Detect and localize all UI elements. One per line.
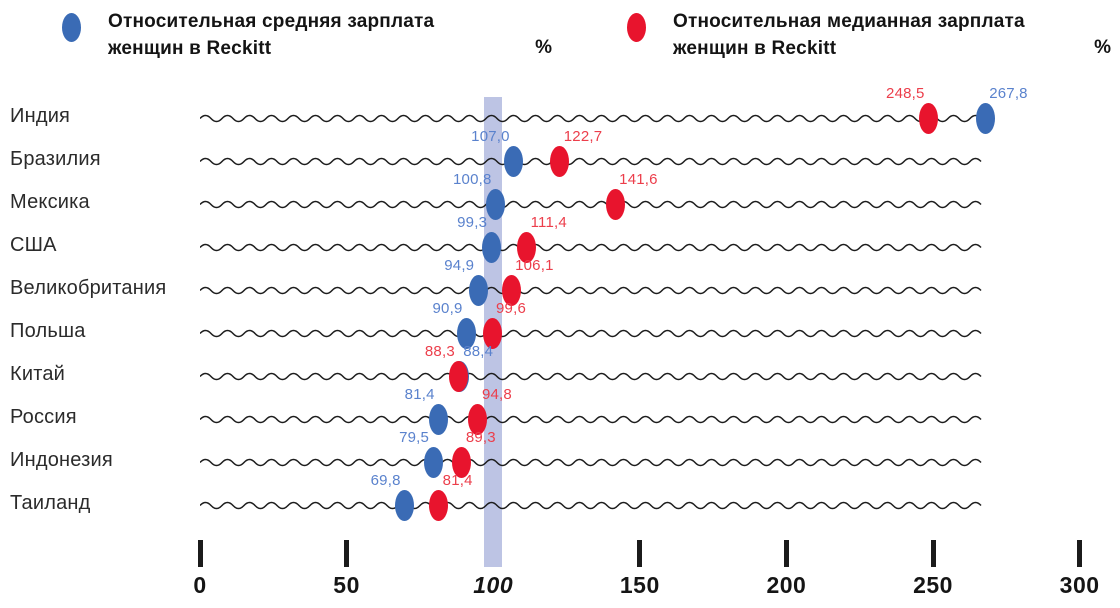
median-value-label: 111,4 bbox=[530, 214, 567, 231]
axis-tick-label-200: 200 bbox=[766, 572, 807, 598]
axis-tick-label-50: 50 bbox=[333, 572, 360, 598]
legend-label-average: Относительная средняя зарплата женщин в … bbox=[108, 8, 434, 62]
country-label: Польша bbox=[10, 320, 86, 342]
legend-label-average-line2: женщин в Reckitt bbox=[108, 38, 272, 59]
axis-tick-300 bbox=[1077, 540, 1083, 567]
country-label: Таиланд bbox=[10, 492, 91, 514]
median-marker-Индия bbox=[919, 102, 939, 134]
country-label: Мексика bbox=[10, 191, 90, 213]
average-marker-Индонезия bbox=[423, 446, 443, 478]
average-value-label: 99,3 bbox=[457, 214, 488, 231]
row-wavy-line bbox=[200, 157, 982, 165]
legend-item-average: Относительная средняя зарплата женщин в … bbox=[62, 8, 552, 66]
axis-tick-50 bbox=[344, 540, 350, 567]
average-series-marker-icon bbox=[62, 13, 81, 42]
country-label: Индия bbox=[10, 105, 71, 127]
axis-tick-label-300: 300 bbox=[1059, 572, 1100, 598]
country-label: Великобритания bbox=[10, 277, 167, 299]
average-marker-Индия bbox=[975, 102, 995, 134]
country-label: Россия bbox=[10, 406, 77, 428]
average-value-label: 107,0 bbox=[471, 128, 510, 145]
average-value-label: 100,8 bbox=[452, 171, 492, 188]
row-wavy-line bbox=[200, 458, 982, 466]
median-value-label: 94,8 bbox=[481, 386, 512, 403]
median-marker-Мексика bbox=[605, 188, 625, 220]
legend-unit-median: % bbox=[1094, 37, 1111, 58]
axis-tick-label-100: 100 bbox=[473, 572, 514, 598]
axis-tick-label-250: 250 bbox=[913, 572, 953, 598]
median-marker-США bbox=[517, 231, 537, 263]
average-value-label: 267,8 bbox=[989, 85, 1028, 102]
average-marker-Россия bbox=[429, 403, 449, 435]
row-wavy-line bbox=[200, 286, 982, 294]
average-marker-Великобритания bbox=[468, 274, 488, 306]
average-marker-Мексика bbox=[486, 188, 506, 220]
median-value-label: 122,7 bbox=[563, 128, 603, 145]
average-marker-Польша bbox=[457, 317, 477, 349]
row-wavy-line bbox=[200, 114, 982, 122]
average-value-label: 94,9 bbox=[444, 257, 475, 274]
median-value-label: 248,5 bbox=[886, 85, 925, 102]
median-value-label: 141,6 bbox=[619, 171, 658, 188]
median-marker-Великобритания bbox=[501, 274, 521, 306]
median-marker-Бразилия bbox=[550, 145, 570, 177]
average-marker-Таиланд bbox=[395, 489, 415, 521]
median-marker-Таиланд bbox=[429, 489, 449, 521]
axis-tick-250 bbox=[930, 540, 936, 567]
axis-tick-150 bbox=[637, 540, 643, 567]
average-value-label: 69,8 bbox=[370, 472, 401, 489]
median-value-label: 81,4 bbox=[442, 472, 473, 489]
average-value-label: 90,9 bbox=[432, 300, 463, 317]
legend-label-median-line2: женщин в Reckitt bbox=[673, 38, 837, 59]
row-wavy-line bbox=[200, 372, 982, 380]
median-series-marker-icon bbox=[627, 13, 646, 42]
row-wavy-line bbox=[200, 501, 982, 509]
row-wavy-line bbox=[200, 200, 982, 208]
median-marker-Индонезия bbox=[452, 446, 472, 478]
axis-tick-label-150: 150 bbox=[619, 572, 660, 598]
legend-label-median-line1: Относительная медианная зарплата bbox=[673, 11, 1025, 32]
row-wavy-line bbox=[200, 243, 982, 251]
median-marker-Россия bbox=[468, 403, 488, 435]
average-marker-США bbox=[481, 231, 501, 263]
legend-unit-average: % bbox=[535, 37, 552, 58]
median-value-label: 99,6 bbox=[496, 300, 527, 317]
average-value-label: 88,4 bbox=[463, 343, 494, 360]
legend-item-median: Относительная медианная зарплата женщин … bbox=[627, 8, 1111, 66]
row-wavy-line bbox=[200, 415, 982, 423]
country-label: США bbox=[10, 234, 57, 256]
median-value-label: 88,3 bbox=[424, 343, 455, 360]
country-label: Индонезия bbox=[10, 449, 113, 471]
legend-label-average-line1: Относительная средняя зарплата bbox=[108, 11, 435, 32]
average-value-label: 79,5 bbox=[399, 429, 430, 446]
axis-tick-200 bbox=[783, 540, 789, 567]
axis-tick-label-0: 0 bbox=[193, 572, 207, 598]
median-marker-Польша bbox=[482, 317, 502, 349]
average-marker-Бразилия bbox=[504, 145, 524, 177]
country-label: Китай bbox=[10, 363, 66, 385]
axis-tick-0 bbox=[197, 540, 203, 567]
median-value-label: 89,3 bbox=[465, 429, 496, 446]
median-value-label: 106,1 bbox=[515, 257, 554, 274]
row-wavy-line bbox=[200, 329, 982, 337]
median-marker-Китай bbox=[449, 360, 469, 392]
country-label: Бразилия bbox=[10, 148, 101, 170]
average-value-label: 81,4 bbox=[404, 386, 435, 403]
legend-label-median: Относительная медианная зарплата женщин … bbox=[673, 8, 1025, 62]
